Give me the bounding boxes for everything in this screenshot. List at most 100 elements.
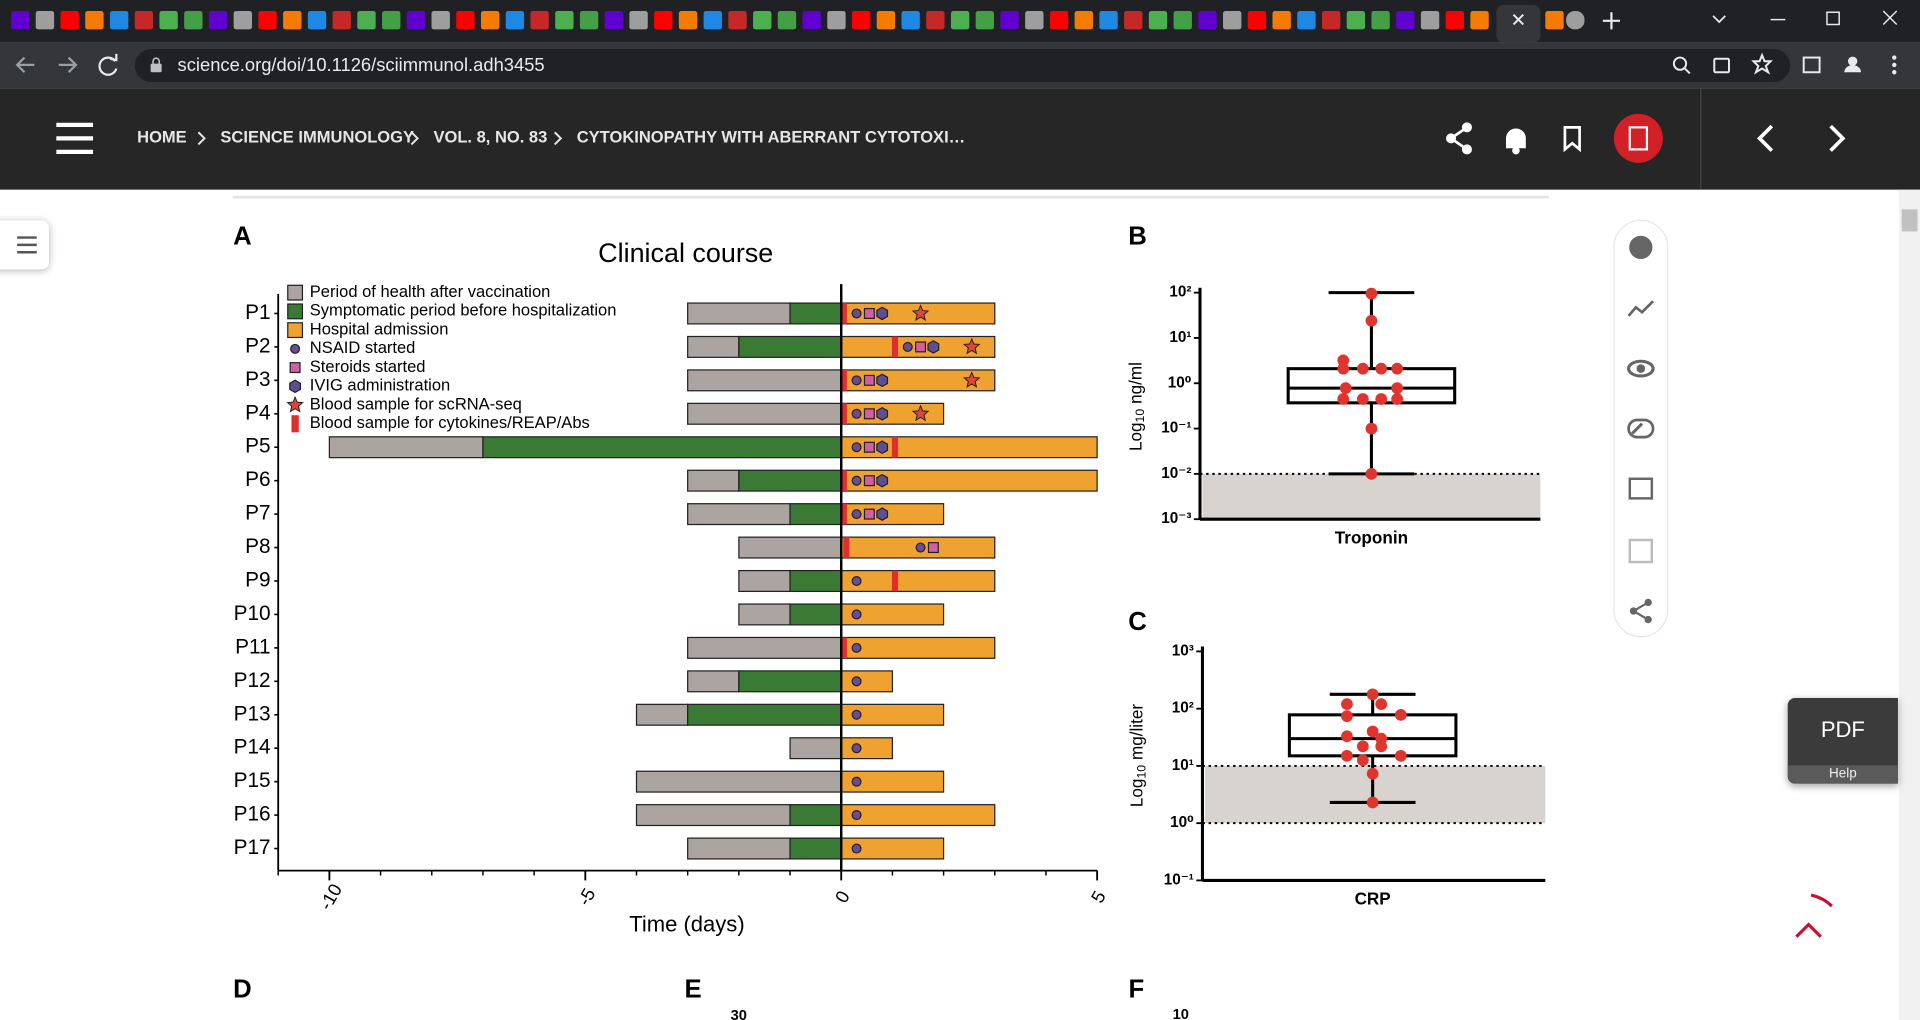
- tab-icon[interactable]: [233, 11, 252, 30]
- tab-icon[interactable]: [604, 11, 624, 30]
- tab-icon[interactable]: [753, 11, 772, 30]
- tab-icon[interactable]: [678, 11, 698, 30]
- nav-buttons[interactable]: [15, 53, 118, 76]
- tab-icon[interactable]: [1000, 11, 1019, 30]
- tab-icon[interactable]: [1025, 11, 1044, 30]
- tab-icon[interactable]: [950, 11, 970, 30]
- tab-icon[interactable]: [159, 11, 178, 30]
- tab-icon[interactable]: [1124, 11, 1143, 30]
- tab-icon[interactable]: [827, 11, 846, 30]
- tab-icon[interactable]: [1470, 11, 1489, 30]
- restore[interactable]: [1826, 11, 1840, 26]
- breadcrumb-item[interactable]: VOL. 8, NO. 83: [433, 128, 547, 147]
- tab-icon[interactable]: [975, 11, 995, 30]
- tab-icon[interactable]: [283, 11, 302, 30]
- tab-icon[interactable]: [1346, 11, 1366, 30]
- tab-icon[interactable]: [1223, 11, 1242, 30]
- data-point: [1366, 767, 1379, 780]
- tab-close[interactable]: [1512, 14, 1524, 26]
- y-axis-label: Log10 ng/ml: [1125, 362, 1148, 451]
- tab-icon[interactable]: [1321, 11, 1341, 30]
- header-icons[interactable]: [1446, 122, 1581, 155]
- toolbar-icons[interactable]: [1672, 52, 1897, 75]
- data-point: [1365, 314, 1378, 327]
- tab-icon[interactable]: [1445, 11, 1464, 30]
- new-tab[interactable]: [1602, 12, 1621, 30]
- omnibox[interactable]: [134, 48, 1791, 83]
- tab-icon[interactable]: [208, 11, 228, 30]
- tab-icon[interactable]: [926, 11, 945, 30]
- tab-icon[interactable]: [728, 11, 747, 30]
- data-point: [1375, 393, 1388, 405]
- tab-icon[interactable]: [258, 11, 277, 30]
- tab-icon[interactable]: [876, 11, 896, 30]
- range-bar: [840, 636, 996, 659]
- legend-label: Period of health after vaccination: [310, 282, 551, 301]
- tab-icon[interactable]: [777, 11, 797, 30]
- tab-icon[interactable]: [1049, 11, 1069, 30]
- tab-icon[interactable]: [505, 11, 525, 30]
- y-tick-label: 10⁻¹: [1161, 420, 1191, 437]
- tab-icon[interactable]: [852, 11, 871, 30]
- legend-label: Blood sample for scRNA-seq: [310, 394, 522, 413]
- chart-title: Clinical course: [598, 238, 773, 268]
- tab-icon[interactable]: [1148, 11, 1168, 30]
- tab-icon[interactable]: [1396, 11, 1415, 30]
- y-tick-label: P12: [234, 669, 271, 692]
- tab-icon[interactable]: [1074, 11, 1093, 30]
- tab-icon[interactable]: [901, 11, 920, 30]
- url[interactable]: science.org/doi/10.1126/sciimmunol.adh34…: [178, 54, 545, 75]
- tab-icon[interactable]: [431, 11, 450, 30]
- tab-icon[interactable]: [654, 11, 673, 30]
- panel-label: D: [233, 975, 252, 1003]
- tab-icon[interactable]: [85, 11, 104, 30]
- tab-icon[interactable]: [357, 11, 376, 30]
- tab-search[interactable]: [1712, 15, 1726, 24]
- steroid-marker: [927, 542, 939, 554]
- menu-button[interactable]: [56, 122, 94, 154]
- tab-icon[interactable]: [703, 11, 722, 30]
- tab-icon[interactable]: [60, 11, 79, 30]
- cytokine-sample: [840, 303, 847, 324]
- active-tab[interactable]: [1496, 4, 1541, 43]
- tab-icon[interactable]: [406, 11, 426, 30]
- tab-icon[interactable]: [530, 11, 549, 30]
- legend-label: Blood sample for cytokines/REAP/Abs: [310, 413, 590, 432]
- tab-icon[interactable]: [555, 11, 574, 30]
- breadcrumb-item[interactable]: SCIENCE IMMUNOLOGY: [220, 128, 414, 147]
- tab-icon[interactable]: [11, 11, 30, 30]
- window-close[interactable]: [1882, 10, 1898, 26]
- tab-icon[interactable]: [35, 11, 55, 30]
- tab-icon[interactable]: [1247, 11, 1267, 30]
- tab-icon[interactable]: [1272, 11, 1291, 30]
- pdf-label[interactable]: PDF: [1820, 717, 1865, 743]
- tab-icon[interactable]: [109, 11, 129, 30]
- breadcrumb-item[interactable]: CYTOKINOPATHY WITH ABERRANT CYTOTOXI…: [577, 128, 965, 147]
- pdf-widget[interactable]: PDF Help: [1787, 697, 1898, 784]
- tab-icon[interactable]: [1371, 11, 1390, 30]
- tab-icon[interactable]: [1420, 11, 1440, 30]
- tab-icon[interactable]: [579, 11, 599, 30]
- data-point: [1341, 749, 1353, 762]
- range-bar: [687, 670, 740, 693]
- tab-icon[interactable]: [629, 11, 648, 30]
- tab-icon[interactable]: [1545, 11, 1564, 30]
- tab-icon[interactable]: [1566, 11, 1585, 30]
- tab-icon[interactable]: [184, 11, 203, 30]
- tab-icon[interactable]: [1173, 11, 1192, 30]
- tab-icon[interactable]: [134, 11, 154, 30]
- panel-label: C: [1128, 608, 1147, 636]
- tab-icon[interactable]: [1297, 11, 1316, 30]
- help-label[interactable]: Help: [1787, 765, 1898, 784]
- tab-icon[interactable]: [802, 11, 821, 30]
- tab-icon[interactable]: [456, 11, 475, 30]
- article-nav[interactable]: [1756, 124, 1846, 152]
- tab-icon[interactable]: [480, 11, 500, 30]
- tab-icon[interactable]: [1198, 11, 1217, 30]
- tab-icon[interactable]: [382, 11, 401, 30]
- breadcrumb-item[interactable]: HOME: [137, 128, 187, 147]
- tab-icon[interactable]: [1099, 11, 1118, 30]
- tab-icon[interactable]: [307, 11, 327, 30]
- pdf-download[interactable]: [1613, 113, 1663, 163]
- tab-icon[interactable]: [332, 11, 351, 30]
